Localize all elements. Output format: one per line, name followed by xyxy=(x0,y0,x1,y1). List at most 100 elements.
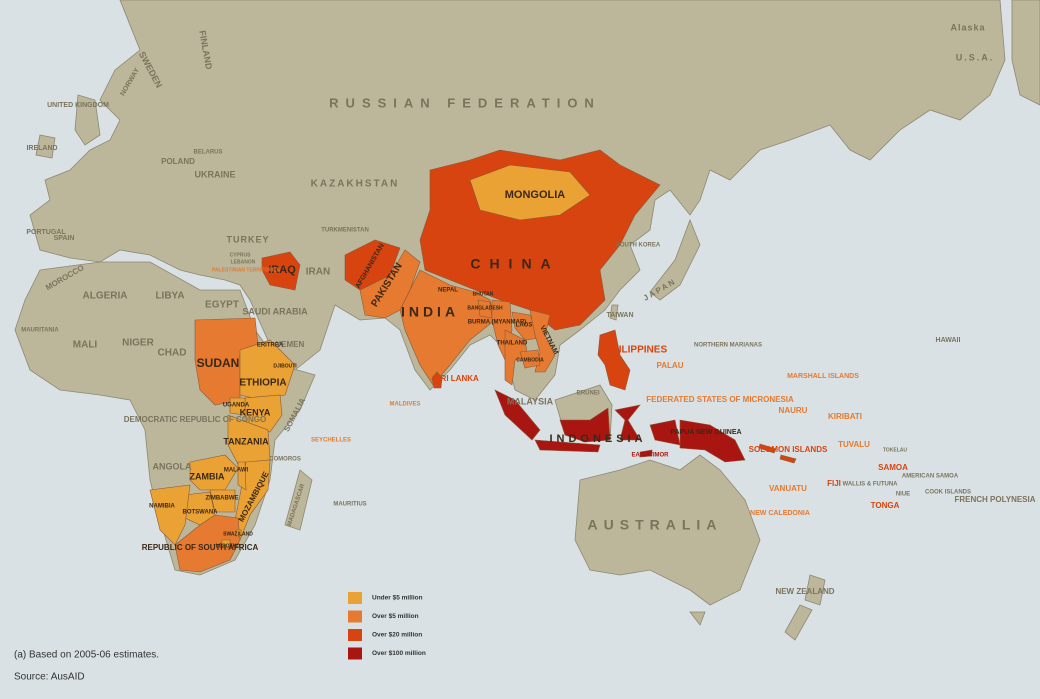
place-label: ALGERIA xyxy=(83,291,128,302)
country-area xyxy=(469,164,591,221)
place-label: RUSSIAN FEDERATION xyxy=(329,95,601,110)
country-area xyxy=(261,251,301,291)
legend-swatch xyxy=(348,592,362,604)
place-label: PHILIPPINES xyxy=(605,345,668,356)
place-label: WALLIS & FUTUNA xyxy=(843,482,899,488)
country-area xyxy=(344,239,401,291)
place-label: DJIBOUTI xyxy=(273,363,297,369)
country-area xyxy=(221,539,231,548)
place-label: CYPRUS xyxy=(230,252,252,258)
place-label: BRUNEI xyxy=(576,391,599,397)
place-label: FEDERATED STATES OF MICRONESIA xyxy=(646,395,794,404)
place-label: KIRIBATI xyxy=(828,412,862,421)
place-label: REPUBLIC OF SOUTH AFRICA xyxy=(142,543,259,552)
place-label: Alaska xyxy=(950,22,985,32)
place-label: LESOTHO xyxy=(216,543,240,549)
place-label: NEW CALEDONIA xyxy=(750,510,810,517)
place-label: NAURU xyxy=(779,406,808,415)
place-label: IRAQ xyxy=(268,264,296,276)
place-label: BHUTAN xyxy=(473,291,494,297)
place-label: BURMA (MYANMAR) xyxy=(468,320,527,326)
legend-label: Under $5 million xyxy=(372,595,423,602)
legend-swatch xyxy=(348,629,362,641)
place-label: EGYPT xyxy=(205,300,239,311)
place-label: MALAWI xyxy=(224,468,249,474)
country-area xyxy=(511,311,541,341)
place-label: MAURITIUS xyxy=(333,502,366,508)
place-label: CHAD xyxy=(158,348,187,359)
place-label: NEW ZEALAND xyxy=(775,587,834,596)
country-area xyxy=(149,484,191,546)
place-label: LIBYA xyxy=(155,291,184,302)
place-label: AUSTRALIA xyxy=(588,517,723,533)
place-label: TANZANIA xyxy=(223,436,269,446)
place-label: AMERICAN SAMOA xyxy=(902,474,959,480)
place-label: TOKELAU xyxy=(883,447,907,453)
country-area xyxy=(174,514,241,573)
country-area xyxy=(209,489,236,513)
britain xyxy=(74,94,101,146)
place-label: FIJI xyxy=(827,479,841,488)
place-label: PALAU xyxy=(657,361,684,370)
country-area xyxy=(359,249,421,319)
place-label: IRELAND xyxy=(26,145,57,152)
country-area xyxy=(519,349,541,369)
place-label: SUDAN xyxy=(197,356,240,370)
place-label: PALESTINIAN TERRITORIES xyxy=(212,267,281,273)
place-label: CAMBODIA xyxy=(516,357,544,363)
place-label: BANGLADESH xyxy=(467,305,503,311)
place-label: BELARUS xyxy=(193,150,222,156)
place-label: NORTHERN MARIANAS xyxy=(694,343,762,349)
country-area xyxy=(244,394,283,433)
country-area xyxy=(237,461,247,491)
place-label: ZIMBABWE xyxy=(206,496,239,502)
country-area xyxy=(235,529,242,537)
place-label: EAST TIMOR xyxy=(632,453,670,459)
place-label: POLAND xyxy=(161,157,195,166)
place-label: SEYCHELLES xyxy=(311,438,351,444)
north-america xyxy=(1011,0,1040,106)
place-label: MALAYSIA xyxy=(507,396,554,406)
place-label: U.S.A. xyxy=(956,52,995,62)
place-label: TURKEY xyxy=(226,234,269,244)
place-label: ERITREA xyxy=(257,343,284,349)
place-label: IRAN xyxy=(306,267,330,278)
place-label: COMOROS xyxy=(269,457,301,463)
country-area xyxy=(229,397,246,416)
madagascar xyxy=(284,469,313,531)
place-label: INDONESIA xyxy=(549,433,646,445)
country-area xyxy=(679,419,746,463)
place-label: SOUTH KOREA xyxy=(616,243,661,249)
legend-label: Over $20 million xyxy=(372,632,422,639)
country-area xyxy=(431,371,443,389)
place-label: SRI LANKA xyxy=(435,374,479,383)
place-label: NEPAL xyxy=(438,288,458,294)
place-label: INDIA xyxy=(401,304,459,320)
place-label: UGANDA xyxy=(223,403,250,409)
place-label: MAURITANIA xyxy=(21,328,59,334)
australia xyxy=(574,454,761,626)
place-label: BOTSWANA xyxy=(183,510,219,516)
country-area xyxy=(639,449,653,458)
legend-swatch xyxy=(348,610,362,623)
place-label: MONGOLIA xyxy=(505,189,566,201)
legend-label: Over $100 million xyxy=(372,650,426,657)
place-label: KAZAKHSTAN xyxy=(311,179,400,190)
place-label: YEMEN xyxy=(276,340,305,349)
place-label: TURKMENISTAN xyxy=(321,228,369,234)
place-label: HAWAII xyxy=(936,337,961,344)
place-label: VANUATU xyxy=(769,484,807,493)
place-label: MALDIVES xyxy=(389,402,420,408)
place-label: DEMOCRATIC REPUBLIC OF CONGO xyxy=(124,415,267,424)
country-area xyxy=(597,329,631,391)
place-label: ZAMBIA xyxy=(190,471,225,481)
country-area xyxy=(504,329,529,386)
country-area xyxy=(758,443,797,464)
country-area xyxy=(494,389,681,453)
place-label: SAMOA xyxy=(878,463,908,472)
place-label: LAOS xyxy=(516,323,533,329)
country-area xyxy=(239,339,296,401)
legend-swatch xyxy=(348,647,362,660)
source: Source: AusAID xyxy=(14,672,85,683)
legend: Under $5 million Over $5 million Over $20 … xyxy=(348,592,426,660)
